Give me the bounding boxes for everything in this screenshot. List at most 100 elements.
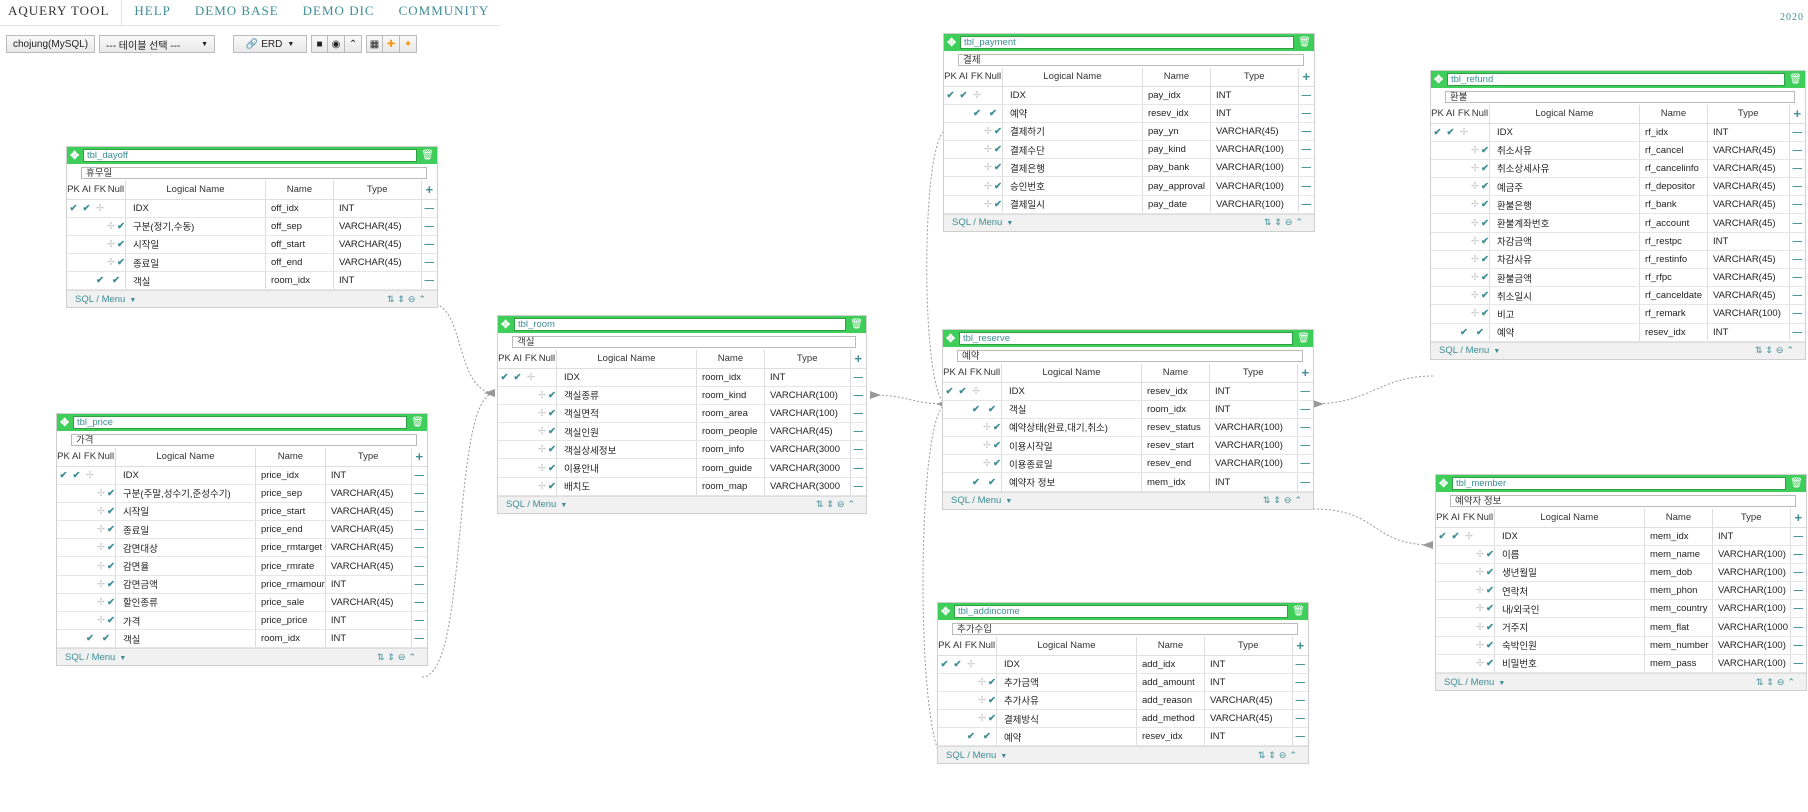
column-row[interactable]: ✢ ✔ 취소일시 rf_canceldate VARCHAR(45) — — [1431, 286, 1805, 306]
column-row[interactable]: ✢ ✔ 할인종류 price_sale VARCHAR(45) — — [57, 593, 427, 613]
name-cell[interactable]: add_idx — [1135, 655, 1205, 674]
collapse-icon[interactable]: ⌃ — [1787, 676, 1798, 687]
remove-column-button[interactable]: — — [1788, 304, 1805, 324]
null-cell[interactable]: ✢ ✔ — [1476, 545, 1495, 564]
remove-column-button[interactable]: — — [410, 502, 427, 522]
column-row[interactable]: ✢ ✔ 결제수단 pay_kind VARCHAR(100) — — [944, 140, 1314, 160]
column-row[interactable]: ✢ ✔ 배치도 room_map VARCHAR(3000 — — [498, 477, 866, 496]
null-cell[interactable]: ✢ ✔ — [1476, 563, 1495, 583]
logical-name-cell[interactable]: 예약 — [1001, 104, 1143, 123]
trash-icon[interactable]: 🗑 — [1298, 37, 1311, 48]
ai-cell[interactable]: ✔ — [957, 86, 970, 105]
type-cell[interactable]: VARCHAR(45) — [324, 484, 411, 503]
table-refund[interactable]: ✥ tbl_refund 🗑 환불 PK AI FK Null Logical … — [1430, 70, 1806, 360]
column-row[interactable]: ✢ ✔ 승인번호 pay_approval VARCHAR(100) — — [944, 176, 1314, 196]
logical-name-cell[interactable]: 비고 — [1488, 304, 1640, 324]
table-select[interactable]: --- 테이블 선택 --- ▼ — [99, 35, 216, 53]
remove-column-button[interactable]: — — [1788, 159, 1805, 179]
ai-cell[interactable] — [956, 472, 969, 492]
table-header[interactable]: ✥ tbl_price 🗑 — [57, 414, 427, 431]
column-row[interactable]: ✢ ✔ 이용안내 room_guide VARCHAR(3000 — — [498, 458, 866, 478]
remove-column-button[interactable]: — — [1788, 250, 1805, 270]
column-row[interactable]: ✢ ✔ 예약상태(완료,대기,취소) resev_status VARCHAR(1… — [943, 418, 1313, 438]
logical-name-cell[interactable]: 추가사유 — [995, 691, 1137, 711]
name-cell[interactable]: off_idx — [264, 199, 334, 218]
collapse-icon[interactable]: ⌃ — [408, 651, 419, 662]
fk-cell[interactable] — [524, 458, 538, 478]
pk-cell[interactable]: ✔ — [1436, 527, 1449, 546]
expand-icon[interactable]: ⇕ — [1274, 217, 1285, 228]
fk-cell[interactable]: ✔ — [969, 400, 983, 419]
table-name-input[interactable]: tbl_member — [1452, 477, 1787, 490]
null-cell[interactable]: ✢ ✔ — [538, 477, 557, 496]
name-cell[interactable]: resev_status — [1140, 418, 1210, 438]
ai-cell[interactable] — [80, 253, 93, 273]
ai-cell[interactable] — [951, 673, 964, 692]
save-icon[interactable]: ■ — [311, 35, 329, 53]
minus-circle-icon[interactable]: ⊖ — [397, 651, 409, 662]
remove-column-button[interactable]: — — [849, 422, 866, 442]
fk-cell[interactable] — [1457, 232, 1471, 251]
add-column-button[interactable]: + — [410, 448, 427, 467]
fk-cell[interactable] — [970, 195, 984, 214]
ai-cell[interactable] — [511, 440, 524, 460]
fk-cell[interactable]: ✔ — [1457, 323, 1471, 342]
type-cell[interactable]: VARCHAR(45) — [1706, 213, 1789, 233]
pk-cell[interactable] — [1436, 636, 1449, 655]
remove-column-button[interactable]: — — [1297, 140, 1314, 160]
move-icon[interactable]: ✥ — [1434, 74, 1444, 86]
logical-name-cell[interactable]: 취소사유 — [1488, 141, 1640, 160]
sort-icon[interactable]: ⇅ — [376, 651, 388, 662]
name-cell[interactable]: room_people — [695, 422, 765, 442]
expand-icon[interactable]: ⇕ — [1766, 676, 1777, 687]
name-cell[interactable]: mem_country — [1643, 599, 1713, 619]
fk-cell[interactable] — [1462, 545, 1476, 564]
column-row[interactable]: ✔ ✔ 객실 room_idx INT — — [943, 400, 1313, 419]
add-column-button[interactable]: + — [1788, 105, 1805, 124]
name-cell[interactable]: add_reason — [1135, 691, 1205, 711]
null-cell[interactable]: ✢ ✔ — [984, 176, 1003, 196]
fk-cell[interactable]: ✢ — [83, 466, 97, 485]
table-comment-input[interactable]: 예약자 정보 — [1450, 495, 1796, 507]
table-reserve[interactable]: ✥ tbl_reserve 🗑 예약 PK AI FK Null Logical… — [942, 329, 1314, 510]
trash-icon[interactable]: 🗑 — [1789, 74, 1802, 85]
remove-column-button[interactable]: — — [410, 538, 427, 558]
logical-name-cell[interactable]: IDX — [1488, 123, 1640, 142]
name-cell[interactable]: pay_kind — [1141, 140, 1211, 160]
null-cell[interactable]: ✢ ✔ — [983, 418, 1002, 438]
name-cell[interactable]: price_end — [254, 520, 326, 540]
type-cell[interactable]: VARCHAR(100) — [763, 404, 850, 424]
pk-cell[interactable] — [1431, 195, 1444, 215]
null-cell[interactable] — [978, 655, 997, 674]
name-cell[interactable]: room_idx — [254, 629, 326, 649]
trash-icon[interactable]: 🗑 — [850, 319, 863, 330]
eye-icon[interactable]: ◉ — [328, 35, 346, 53]
null-cell[interactable]: ✢ ✔ — [984, 195, 1003, 214]
name-cell[interactable]: pay_bank — [1141, 158, 1211, 178]
column-row[interactable]: ✔ ✔ 예약자 정보 mem_idx INT — — [943, 472, 1313, 492]
expand-icon[interactable]: ⇕ — [1273, 495, 1284, 506]
move-icon[interactable]: ✥ — [501, 319, 511, 331]
column-row[interactable]: ✢ ✔ 예금주 rf_depositor VARCHAR(45) — — [1431, 177, 1805, 197]
null-cell[interactable]: ✔ — [983, 400, 1002, 419]
null-cell[interactable]: ✢ ✔ — [984, 122, 1003, 142]
name-cell[interactable]: rf_remark — [1638, 304, 1708, 324]
table-comment-input[interactable]: 추가수입 — [952, 623, 1298, 635]
pk-cell[interactable] — [498, 386, 511, 405]
table-price[interactable]: ✥ tbl_price 🗑 가격 PK AI FK Null Logical N… — [56, 413, 428, 667]
nav-community[interactable]: COMMUNITY — [398, 3, 490, 18]
fk-cell[interactable] — [524, 477, 538, 496]
logical-name-cell[interactable]: 거주지 — [1493, 617, 1645, 637]
name-cell[interactable]: room_idx — [1140, 400, 1210, 419]
name-cell[interactable]: rf_idx — [1638, 123, 1708, 142]
type-cell[interactable]: VARCHAR(45) — [1706, 268, 1789, 288]
remove-column-button[interactable]: — — [849, 458, 866, 478]
type-cell[interactable]: INT — [1706, 232, 1789, 251]
fk-cell[interactable] — [524, 440, 538, 460]
type-cell[interactable]: VARCHAR(100) — [1209, 176, 1298, 196]
column-row[interactable]: ✢ ✔ 객실인원 room_people VARCHAR(45) — — [498, 422, 866, 442]
pk-cell[interactable] — [1436, 654, 1449, 674]
ai-cell[interactable] — [70, 593, 83, 613]
table-comment-input[interactable]: 예약 — [957, 350, 1303, 362]
column-row[interactable]: ✢ ✔ 이용종료일 resev_end VARCHAR(100) — — [943, 454, 1313, 474]
